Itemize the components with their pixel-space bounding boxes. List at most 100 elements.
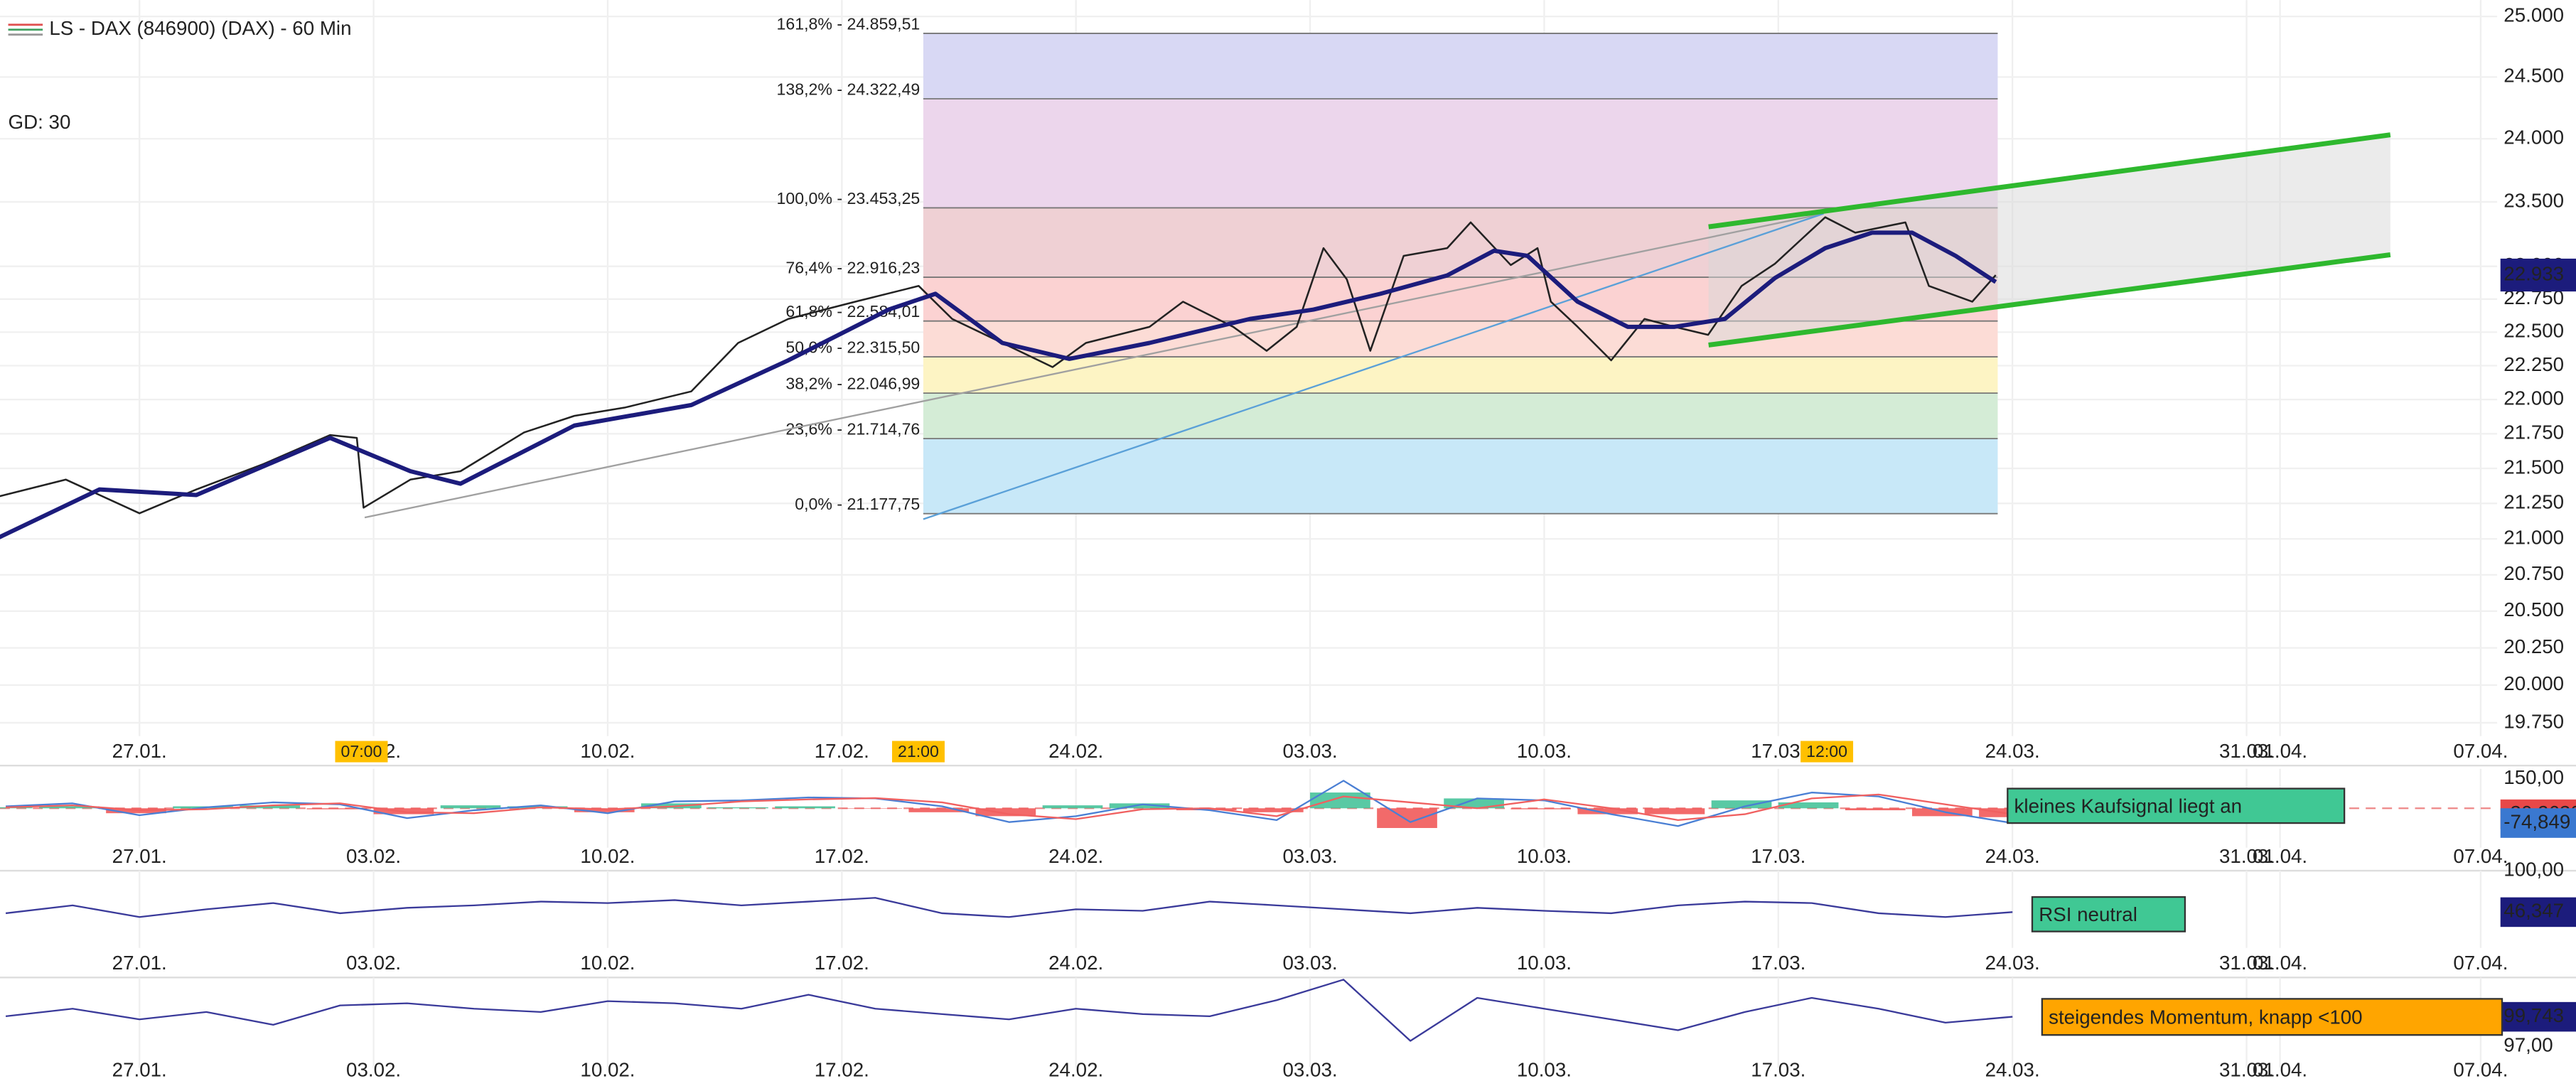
- x-tick-label: 31.03.: [2219, 845, 2274, 867]
- x-tick-label: 24.02.: [1048, 845, 1103, 867]
- x-tick-label: 10.03.: [1517, 740, 1572, 762]
- histogram-bar: [306, 808, 367, 810]
- x-tick-label: 17.02.: [815, 740, 869, 762]
- x-tick-label: 17.03.: [1751, 1058, 1805, 1080]
- fib-label: 138,2% - 24.322,49: [777, 80, 921, 99]
- y-tick-label: 20.000: [2503, 672, 2564, 694]
- annotation: kleines Kaufsignal liegt an: [2014, 795, 2243, 817]
- series-line: [6, 780, 2013, 827]
- series-line: [0, 216, 1997, 515]
- x-tick-label: 03.03.: [1283, 952, 1338, 974]
- y-tick-label: 97,00: [2503, 1033, 2553, 1055]
- legend-entry: LS - DAX (846900) (DAX) - 60 Min: [49, 17, 351, 39]
- x-tick-label: 01.04.: [2253, 1058, 2307, 1080]
- fib-label: 161,8% - 24.859,51: [777, 14, 921, 33]
- x-tick-label: 03.03.: [1283, 1058, 1338, 1080]
- x-tick-label: 03.03.: [1283, 845, 1338, 867]
- y-tick-label: 20.500: [2503, 598, 2564, 620]
- x-tick-label: 03.02.: [346, 952, 401, 974]
- y-tick-label: 21.750: [2503, 421, 2564, 443]
- x-tick-label: 07.04.: [2453, 740, 2508, 762]
- x-tick-label: 17.03.: [1751, 740, 1805, 762]
- x-tick-label: 17.03.: [1751, 845, 1805, 867]
- x-tick-label: 27.01.: [112, 740, 167, 762]
- histogram-bar: [39, 806, 100, 809]
- histogram-bar: [1711, 800, 1772, 809]
- fib-label: 100,0% - 23.453,25: [777, 189, 921, 208]
- x-tick-label: 24.02.: [1048, 952, 1103, 974]
- x-tick-label: 17.02.: [815, 845, 869, 867]
- time-marker: [335, 741, 388, 763]
- x-tick-label: 27.01.: [112, 952, 167, 974]
- series-line: [6, 793, 2013, 822]
- histogram-bar: [1377, 808, 1437, 828]
- histogram-bar: [1109, 803, 1170, 809]
- value-tag-label: -74,849: [2503, 810, 2570, 832]
- y-tick-label: 21.000: [2503, 527, 2564, 549]
- fib-label: 0,0% - 21.177,75: [795, 495, 920, 513]
- x-tick-label: 24.03.: [1985, 1058, 2040, 1080]
- value-tag: [2500, 1001, 2576, 1032]
- annotation-box: [2041, 998, 2503, 1036]
- x-tick-label: 17.02.: [815, 952, 869, 974]
- y-tick-label: 22.000: [2503, 387, 2564, 409]
- histogram-bar: [574, 808, 635, 812]
- y-tick-label: 100,00: [2503, 858, 2564, 880]
- histogram-bar: [1778, 802, 1839, 809]
- x-tick-label: 07.04.: [2453, 1058, 2508, 1080]
- time-marker: [1800, 741, 1854, 763]
- fib-zone: [923, 357, 1998, 394]
- y-tick-label: 24.500: [2503, 65, 2564, 87]
- x-tick-label: 27.01.: [112, 845, 167, 867]
- x-tick-label: 10.02.: [580, 845, 635, 867]
- series-line: [0, 230, 1997, 539]
- x-tick-label: 07.04.: [2453, 845, 2508, 867]
- value-tag: [2500, 897, 2576, 928]
- x-tick-label: 17.03.: [1751, 952, 1805, 974]
- x-tick-label: 10.02.: [580, 1058, 635, 1080]
- value-tag-label: 99,743: [2503, 1004, 2564, 1026]
- fib-zone: [923, 393, 1998, 439]
- x-tick-label: 01.04.: [2253, 952, 2307, 974]
- fib-label: 38,2% - 22.046,99: [785, 375, 920, 393]
- x-tick-label: 27.01.: [112, 1058, 167, 1080]
- value-tag: [2500, 808, 2576, 838]
- histogram-bar: [908, 808, 970, 812]
- x-tick-label: 10.02.: [580, 740, 635, 762]
- x-tick-label: 24.03.: [1985, 845, 2040, 867]
- x-tick-label: 31.03.: [2219, 1058, 2274, 1080]
- histogram-bar: [1845, 808, 1906, 811]
- trend-line: [364, 213, 1824, 519]
- time-marker-label: 12:00: [1806, 742, 1847, 760]
- x-tick-label: 24.03.: [1985, 740, 2040, 762]
- y-tick-label: 22.250: [2503, 353, 2564, 375]
- histogram-bar: [1644, 808, 1705, 814]
- annotation-box: [2007, 787, 2346, 824]
- channel-line: [1708, 132, 2391, 230]
- x-tick-label: 17.02.: [815, 1058, 869, 1080]
- fib-label: 50,0% - 22.315,50: [785, 338, 920, 357]
- histogram-bar: [1243, 808, 1304, 812]
- x-tick-label: 24.02.: [1048, 740, 1103, 762]
- y-tick-label: 21.250: [2503, 491, 2564, 513]
- y-tick-label: 25.000: [2503, 4, 2564, 26]
- histogram-bar: [1310, 792, 1370, 809]
- fib-label: 76,4% - 22.916,23: [785, 259, 920, 277]
- x-tick-label: 10.03.: [1517, 952, 1572, 974]
- histogram-bar: [975, 808, 1036, 817]
- y-tick-label: 150,00: [2503, 766, 2564, 788]
- x-tick-label: 10.03.: [1517, 1058, 1572, 1080]
- fib-zone: [923, 99, 1998, 208]
- y-tick-label: 24.000: [2503, 127, 2564, 149]
- y-tick-label: 22.500: [2503, 320, 2564, 342]
- annotation-box: [2031, 896, 2186, 932]
- time-marker-label: 07:00: [341, 742, 382, 760]
- x-tick-label: 10.03.: [1517, 845, 1572, 867]
- histogram-bar: [842, 808, 903, 809]
- x-tick-label: 10.02.: [580, 952, 635, 974]
- annotation: steigendes Momentum, knapp <100: [2049, 1006, 2362, 1028]
- x-tick-label: 24.02.: [1048, 1058, 1103, 1080]
- y-tick-label: 20.250: [2503, 635, 2564, 657]
- y-tick-label: 19.750: [2503, 710, 2564, 732]
